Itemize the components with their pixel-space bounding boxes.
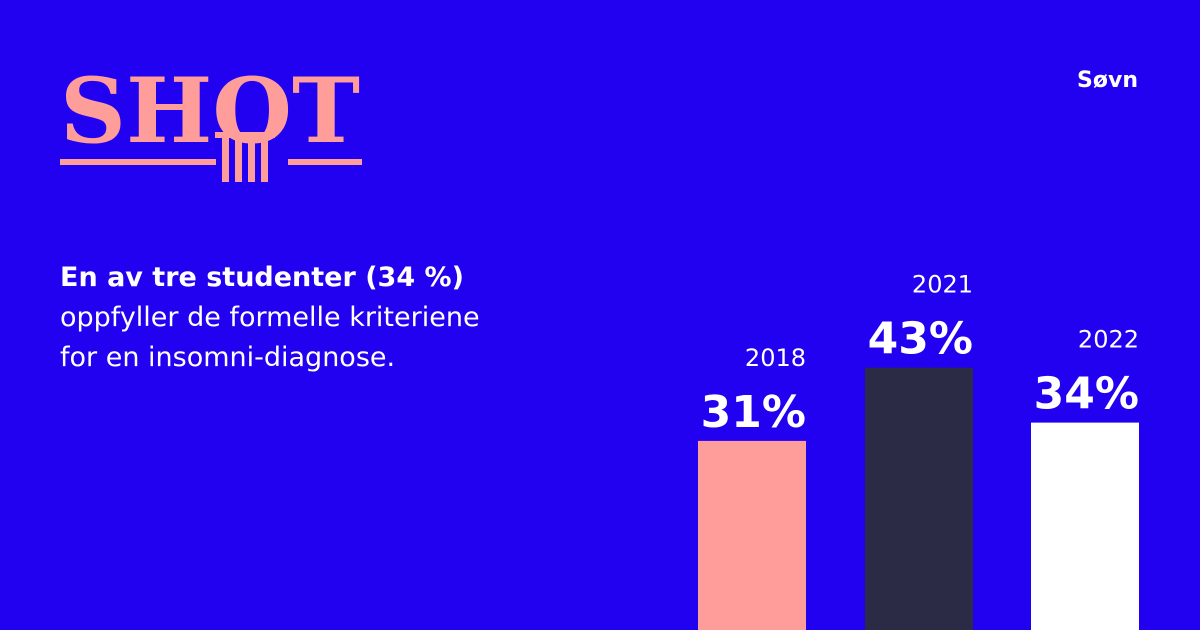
category-label-2018: 2018	[745, 344, 806, 372]
topic-label: Søvn	[1077, 68, 1138, 93]
value-label-2018: 31%	[701, 387, 806, 438]
value-label-2022: 34%	[1034, 369, 1139, 420]
headline-line-2: oppfyller de formelle kriteriene	[60, 302, 480, 333]
headline-line-3: for en insomni-diagnose.	[60, 342, 396, 373]
headline-bold: En av tre studenter (34 %)	[60, 262, 464, 293]
bar-2022	[1031, 422, 1139, 630]
category-label-2022: 2022	[1078, 326, 1139, 354]
bar-2021	[865, 367, 973, 630]
headline: En av tre studenter (34 %) oppfyller de …	[60, 258, 660, 378]
value-label-2021: 43%	[868, 314, 973, 365]
bar-2018	[698, 440, 806, 630]
svg-text:SHOT: SHOT	[60, 58, 360, 164]
category-label-2021: 2021	[912, 271, 973, 299]
shot-logo: SHOT	[60, 58, 362, 182]
